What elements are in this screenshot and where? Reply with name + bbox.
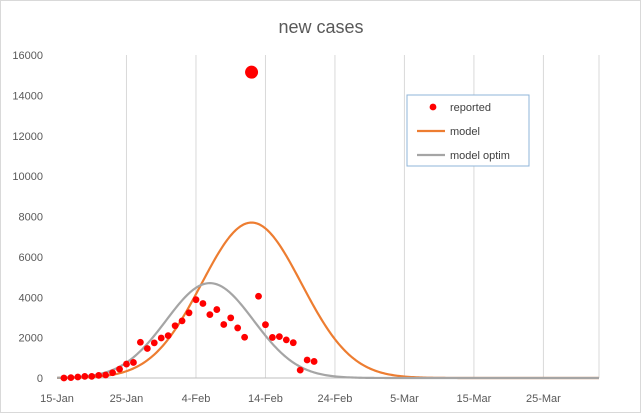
data-point-reported: [220, 321, 228, 328]
x-tick-label: 14-Feb: [248, 393, 283, 405]
series-line-model: [56, 221, 599, 380]
series-line-model-optim: [56, 282, 599, 380]
data-point-reported: [310, 358, 318, 365]
y-tick-label: 12000: [12, 131, 43, 143]
data-point-reported: [199, 300, 207, 307]
data-point-reported: [150, 339, 158, 347]
x-tick-label: 15-Jan: [40, 393, 74, 405]
reported-points: [60, 65, 318, 382]
x-tick-label: 4-Feb: [182, 393, 211, 405]
data-point-reported: [67, 374, 75, 381]
data-point-reported: [234, 324, 242, 332]
data-point-reported: [296, 366, 304, 374]
legend-label: model: [450, 126, 480, 138]
data-point-reported: [241, 333, 249, 341]
y-tick-label: 8000: [19, 212, 43, 224]
y-tick-label: 6000: [19, 252, 43, 264]
data-point-reported: [81, 372, 89, 380]
y-tick-label: 16000: [12, 50, 43, 62]
data-point-reported: [262, 321, 269, 329]
y-tick-label: 0: [37, 373, 43, 385]
y-tick-label: 10000: [12, 171, 43, 183]
data-point-reported: [157, 334, 165, 342]
x-axis-ticks: 15-Jan 25-Jan 4-Feb 14-Feb 24-Feb 5-Mar 15-Mar…: [40, 393, 561, 405]
data-point-reported: [303, 356, 311, 364]
data-point-reported: [123, 360, 130, 368]
y-tick-label: 2000: [19, 333, 43, 345]
data-point-reported: [185, 309, 193, 317]
legend: reported model model optim: [406, 94, 530, 167]
data-point-reported: [130, 359, 137, 366]
data-point-reported: [136, 338, 144, 346]
legend-box: [406, 94, 530, 167]
data-point-reported: [171, 322, 179, 330]
data-point-reported: [164, 332, 172, 340]
x-tick-label: 25-Mar: [526, 393, 561, 405]
data-point-reported: [245, 65, 259, 79]
data-point-reported: [116, 365, 123, 373]
x-tick-label: 24-Feb: [318, 393, 353, 405]
y-tick-label: 14000: [12, 90, 43, 102]
data-point-reported: [74, 373, 82, 381]
data-point-reported: [269, 334, 276, 341]
data-point-reported: [88, 372, 96, 380]
chart-title: new cases: [278, 17, 363, 37]
data-point-reported: [275, 333, 283, 341]
data-point-reported: [192, 296, 200, 304]
data-point-reported: [289, 339, 297, 347]
data-point-reported: [206, 311, 214, 319]
data-point-reported: [143, 345, 151, 352]
data-point-reported: [282, 336, 290, 344]
legend-label: model optim: [450, 150, 510, 162]
legend-marker-reported: [429, 103, 437, 111]
y-tick-label: 4000: [19, 292, 43, 304]
x-tick-label: 25-Jan: [110, 393, 144, 405]
data-point-reported: [255, 292, 262, 300]
legend-label: reported: [450, 102, 491, 114]
x-tick-label: 15-Mar: [457, 393, 492, 405]
data-point-reported: [227, 314, 235, 322]
data-point-reported: [60, 374, 68, 382]
data-point-reported: [178, 317, 186, 325]
y-axis-ticks: 0 2000 4000 6000 8000 10000 12000 14000 16000: [12, 50, 43, 385]
x-tick-label: 5-Mar: [390, 393, 419, 405]
data-point-reported: [213, 306, 221, 313]
model-lines: [56, 221, 599, 380]
data-point-reported: [109, 369, 116, 377]
data-point-reported: [102, 371, 110, 379]
data-point-reported: [95, 371, 103, 379]
